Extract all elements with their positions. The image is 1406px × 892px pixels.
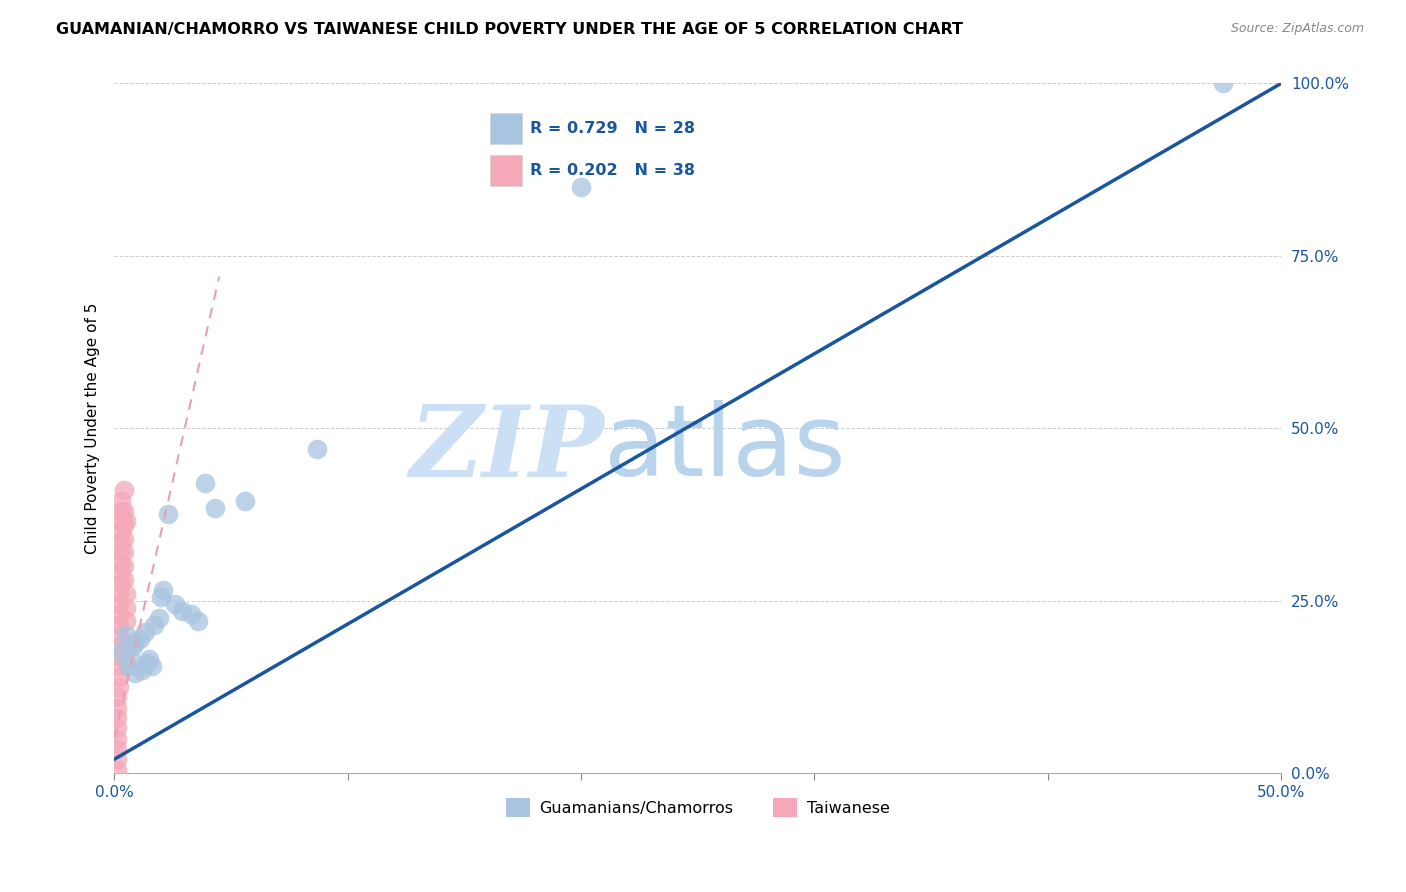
Y-axis label: Child Poverty Under the Age of 5: Child Poverty Under the Age of 5 <box>86 302 100 554</box>
Point <box>108 680 131 694</box>
Text: atlas: atlas <box>605 401 846 498</box>
Point <box>131 663 153 677</box>
Point <box>142 617 165 632</box>
Point <box>1212 77 1234 91</box>
Point <box>112 559 135 574</box>
Point <box>105 752 128 766</box>
Point <box>110 566 132 580</box>
Point <box>105 711 128 725</box>
Point <box>204 500 226 515</box>
Point <box>194 476 217 491</box>
Point <box>120 652 142 666</box>
Legend: Guamanians/Chamorros, Taiwanese: Guamanians/Chamorros, Taiwanese <box>499 791 896 823</box>
Point <box>110 504 132 518</box>
Point <box>149 591 172 605</box>
Point <box>112 532 135 546</box>
Point <box>163 597 186 611</box>
Point <box>170 604 193 618</box>
Point <box>124 666 146 681</box>
Point <box>105 731 128 746</box>
Point <box>108 628 131 642</box>
Point <box>110 645 132 659</box>
Point <box>128 632 150 646</box>
Point <box>180 607 202 622</box>
Point <box>112 573 135 587</box>
Point <box>112 517 135 532</box>
Point <box>110 514 132 528</box>
Point <box>105 721 128 735</box>
Point <box>115 600 138 615</box>
Point <box>112 504 135 518</box>
Point <box>187 615 209 629</box>
Point <box>108 639 131 653</box>
Point <box>110 576 132 591</box>
Point <box>110 545 132 559</box>
Point <box>105 742 128 756</box>
Text: ZIP: ZIP <box>409 401 605 497</box>
Point <box>105 700 128 714</box>
Point <box>233 493 256 508</box>
Point <box>121 639 143 653</box>
Point <box>110 524 132 539</box>
Point <box>108 617 131 632</box>
Point <box>108 648 131 663</box>
Point <box>115 587 138 601</box>
Point <box>110 493 132 508</box>
Point <box>148 611 170 625</box>
Point <box>135 656 157 670</box>
Point <box>112 545 135 559</box>
Point <box>115 514 138 528</box>
Point <box>134 624 156 639</box>
Point <box>110 535 132 549</box>
Point <box>108 597 131 611</box>
Point <box>117 659 139 673</box>
Text: Source: ZipAtlas.com: Source: ZipAtlas.com <box>1230 22 1364 36</box>
Point <box>105 763 128 777</box>
Text: GUAMANIAN/CHAMORRO VS TAIWANESE CHILD POVERTY UNDER THE AGE OF 5 CORRELATION CHA: GUAMANIAN/CHAMORRO VS TAIWANESE CHILD PO… <box>56 22 963 37</box>
Point <box>138 652 160 666</box>
Point <box>156 508 179 522</box>
Point <box>141 659 163 673</box>
Point <box>108 659 131 673</box>
Point <box>112 483 135 498</box>
Point <box>307 442 329 456</box>
Point <box>108 607 131 622</box>
Point <box>108 587 131 601</box>
Point <box>115 628 138 642</box>
Point <box>152 583 174 598</box>
Point <box>110 556 132 570</box>
Point <box>569 180 592 194</box>
Point <box>124 635 146 649</box>
Point <box>105 690 128 705</box>
Point <box>108 669 131 683</box>
Point <box>115 615 138 629</box>
